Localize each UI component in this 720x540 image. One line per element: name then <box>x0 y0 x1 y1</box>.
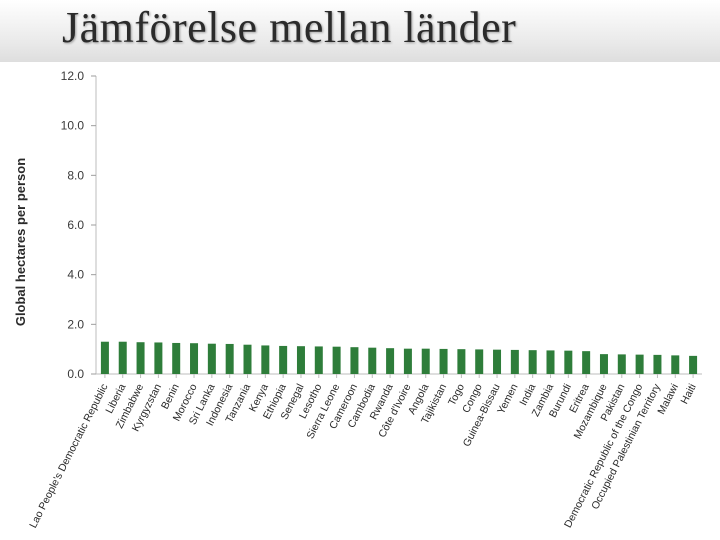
bar <box>493 349 502 374</box>
bar <box>332 346 341 374</box>
title-band <box>0 0 720 62</box>
bars <box>100 341 698 374</box>
bar <box>279 345 288 374</box>
y-tick-label: 0.0 <box>67 367 84 381</box>
y-tick-label: 6.0 <box>67 218 84 232</box>
bar <box>154 342 163 374</box>
bar <box>368 347 377 374</box>
y-axis-ticks: 0.0 2.0 4.0 6.0 8.0 10.0 12.0 <box>61 69 96 381</box>
slide-title: Jämförelse mellan länder <box>62 3 517 52</box>
bar <box>118 341 127 374</box>
x-category-label: Haiti <box>679 382 699 406</box>
bar <box>546 350 555 374</box>
bar <box>582 351 591 374</box>
y-tick-label: 2.0 <box>67 317 84 331</box>
bar <box>386 348 395 374</box>
bar <box>653 354 662 374</box>
bar <box>510 349 519 374</box>
bar-chart: 0.0 2.0 4.0 6.0 8.0 10.0 12.0 Lao People's Dem… <box>13 69 702 530</box>
bar <box>350 347 359 374</box>
bar <box>225 343 234 374</box>
bar <box>421 348 430 374</box>
bar <box>261 345 270 374</box>
y-tick-label: 8.0 <box>67 168 84 182</box>
bar <box>296 346 305 374</box>
y-tick-label: 4.0 <box>67 268 84 282</box>
bar <box>100 341 109 374</box>
y-tick-label: 12.0 <box>61 69 85 83</box>
bar <box>599 354 608 374</box>
chart-frame <box>95 76 702 375</box>
bar <box>617 354 626 374</box>
bar <box>475 349 484 374</box>
bar <box>635 354 644 374</box>
x-axis-labels: Lao People's Democratic RepublicLiberiaZ… <box>27 374 699 530</box>
bar <box>190 343 199 374</box>
bar <box>671 355 680 374</box>
x-category-label: Lao People's Democratic Republic <box>27 382 110 530</box>
bar <box>243 344 252 374</box>
bar <box>172 342 181 374</box>
bar <box>314 346 323 374</box>
bar <box>457 349 466 374</box>
bar <box>564 350 573 374</box>
bar <box>439 348 448 374</box>
bar <box>207 343 216 374</box>
bar <box>689 355 698 374</box>
bar <box>528 350 537 374</box>
bar <box>403 348 412 374</box>
y-tick-label: 10.0 <box>61 119 85 133</box>
y-axis-label: Global hectares per person <box>13 158 28 326</box>
bar <box>136 342 145 374</box>
